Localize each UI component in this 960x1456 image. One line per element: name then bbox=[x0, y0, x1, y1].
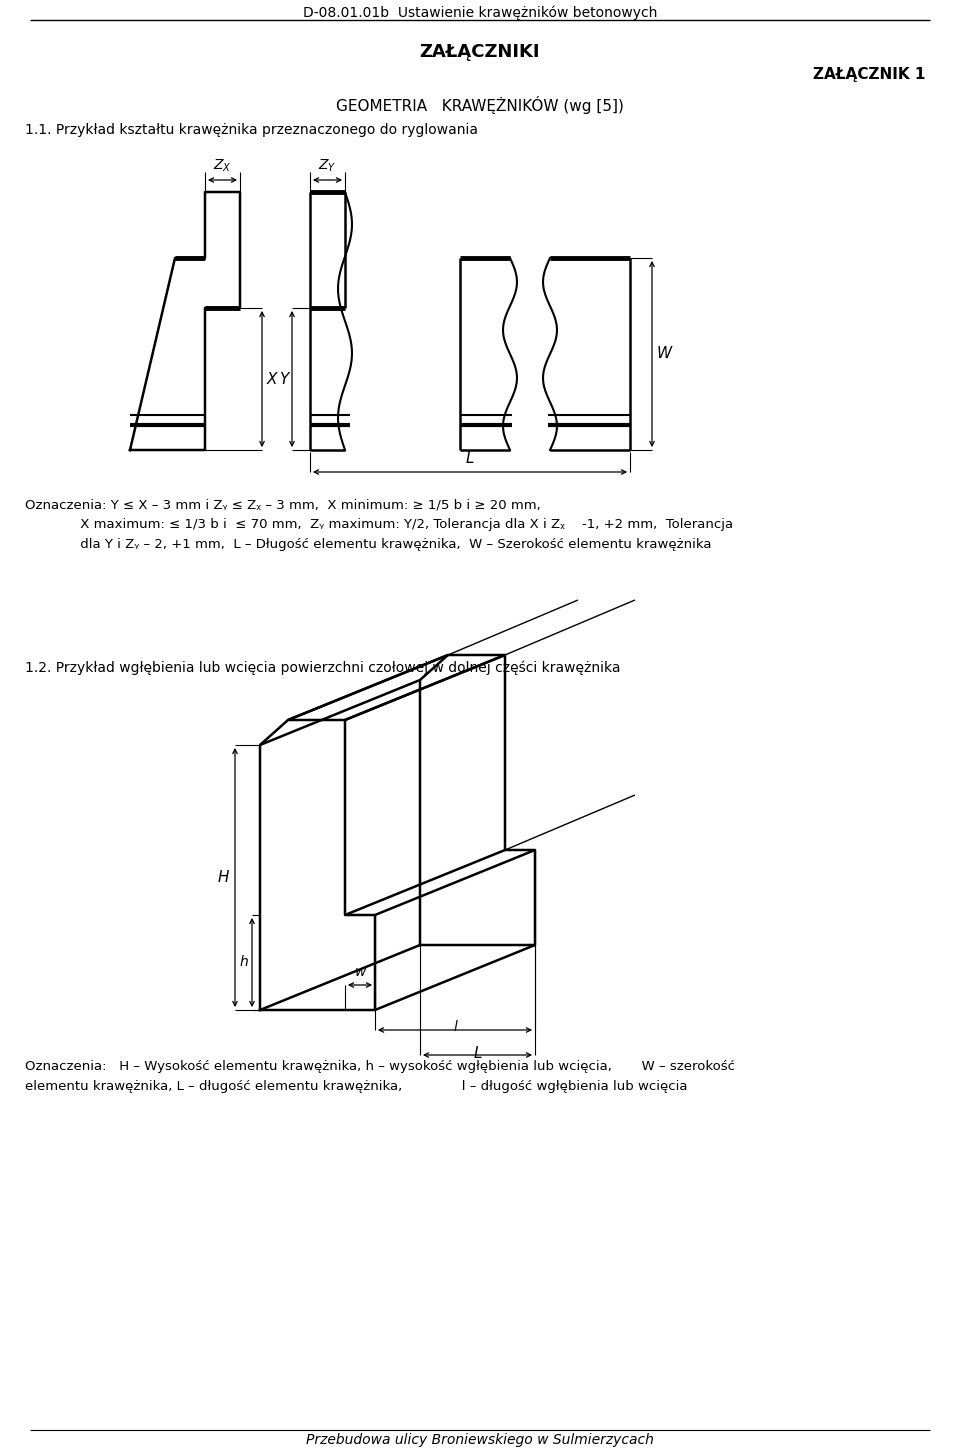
Text: l: l bbox=[453, 1021, 457, 1034]
Text: Oznaczenia:   H – Wysokość elementu krawężnika, h – wysokość wgłębienia lub wcię: Oznaczenia: H – Wysokość elementu krawęż… bbox=[25, 1060, 735, 1073]
Text: X: X bbox=[267, 371, 277, 386]
Text: h: h bbox=[239, 955, 248, 970]
Text: $Z_Y$: $Z_Y$ bbox=[319, 157, 337, 175]
Text: elementu krawężnika, L – długość elementu krawężnika,              l – długość w: elementu krawężnika, L – długość element… bbox=[25, 1080, 687, 1093]
Text: ZAŁĄCZNIKI: ZAŁĄCZNIKI bbox=[420, 44, 540, 61]
Text: L: L bbox=[466, 451, 474, 466]
Text: Przebudowa ulicy Broniewskiego w Sulmierzycach: Przebudowa ulicy Broniewskiego w Sulmier… bbox=[306, 1433, 654, 1447]
Text: dla Y i Zᵧ – 2, +1 mm,  L – Długość elementu krawężnika,  W – Szerokość elementu: dla Y i Zᵧ – 2, +1 mm, L – Długość eleme… bbox=[25, 539, 711, 550]
Text: Y: Y bbox=[278, 371, 288, 386]
Text: 1.2. Przykład wgłębienia lub wcięcia powierzchni czołowej w dolnej części krawęż: 1.2. Przykład wgłębienia lub wcięcia pow… bbox=[25, 661, 620, 676]
Text: H: H bbox=[218, 871, 229, 885]
Text: $Z_X$: $Z_X$ bbox=[213, 157, 231, 175]
Text: X maximum: ≤ 1/3 b i  ≤ 70 mm,  Zᵧ maximum: Y/2, Tolerancja dla X i Zᵪ    -1, +2: X maximum: ≤ 1/3 b i ≤ 70 mm, Zᵧ maximum… bbox=[25, 518, 733, 531]
Text: W: W bbox=[657, 347, 672, 361]
Text: w: w bbox=[354, 965, 366, 978]
Text: GEOMETRIA   KRAWĘŻNIKÓW (wg [5]): GEOMETRIA KRAWĘŻNIKÓW (wg [5]) bbox=[336, 96, 624, 114]
Text: L: L bbox=[473, 1045, 482, 1061]
Text: D-08.01.01b  Ustawienie krawężników betonowych: D-08.01.01b Ustawienie krawężników beton… bbox=[302, 6, 658, 20]
Text: ZAŁĄCZNIK 1: ZAŁĄCZNIK 1 bbox=[812, 67, 925, 83]
Text: 1.1. Przykład kształtu krawężnika przeznaczonego do ryglowania: 1.1. Przykład kształtu krawężnika przezn… bbox=[25, 122, 478, 137]
Text: Oznaczenia: Y ≤ X – 3 mm i Zᵧ ≤ Zᵪ – 3 mm,  X minimum: ≥ 1/5 b i ≥ 20 mm,: Oznaczenia: Y ≤ X – 3 mm i Zᵧ ≤ Zᵪ – 3 m… bbox=[25, 498, 540, 511]
